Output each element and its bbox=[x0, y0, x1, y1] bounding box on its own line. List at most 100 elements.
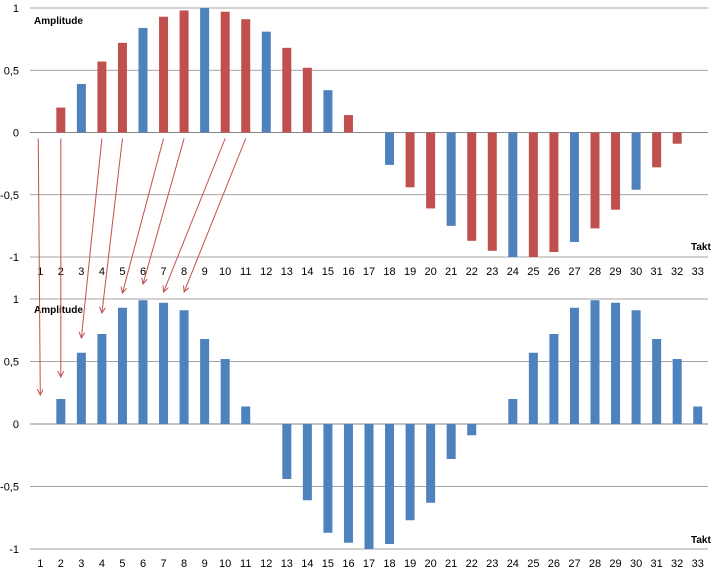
x-tick-label: 33 bbox=[692, 558, 704, 570]
bar bbox=[569, 132, 579, 243]
x-tick-label: 3 bbox=[78, 558, 84, 570]
bar bbox=[343, 115, 353, 133]
x-tick-label: 14 bbox=[301, 266, 313, 278]
bar bbox=[467, 132, 477, 241]
y-tick-label: -1 bbox=[9, 544, 19, 556]
bar bbox=[652, 132, 662, 168]
bar bbox=[672, 132, 682, 144]
y-tick-label: 1 bbox=[13, 294, 19, 306]
bar bbox=[446, 132, 456, 226]
y-tick-label: 0 bbox=[13, 128, 19, 140]
x-tick-label: 28 bbox=[589, 266, 601, 278]
bar bbox=[611, 302, 621, 424]
x-tick-label: 25 bbox=[527, 266, 539, 278]
x-tick-label: 11 bbox=[240, 266, 251, 278]
y-tick-label: 0 bbox=[13, 419, 19, 431]
bar bbox=[528, 352, 538, 424]
x-tick-label: 21 bbox=[445, 266, 457, 278]
chart-bottom-x-axis-title: Takt bbox=[691, 535, 711, 546]
x-tick-label: 3 bbox=[78, 266, 84, 278]
chart-top-y-tick-labels: -1 -0,5 0 0,5 1 bbox=[0, 3, 19, 264]
bar bbox=[302, 424, 312, 501]
y-tick-label: 0,5 bbox=[4, 65, 19, 77]
bar bbox=[693, 406, 703, 424]
x-tick-label: 22 bbox=[466, 558, 478, 570]
x-tick-label: 5 bbox=[119, 266, 125, 278]
bar bbox=[426, 132, 436, 209]
bar bbox=[528, 132, 538, 257]
bar bbox=[549, 334, 559, 424]
bar bbox=[652, 339, 662, 424]
x-tick-label: 5 bbox=[119, 558, 125, 570]
x-tick-label: 4 bbox=[99, 558, 105, 570]
x-tick-label: 22 bbox=[466, 266, 478, 278]
x-tick-label: 24 bbox=[507, 558, 519, 570]
y-tick-label: -0,5 bbox=[0, 190, 19, 202]
x-tick-label: 20 bbox=[425, 266, 437, 278]
mapping-arrow bbox=[81, 138, 103, 339]
x-tick-label: 1 bbox=[37, 266, 43, 278]
chart-top-bars bbox=[56, 8, 682, 257]
x-tick-label: 1 bbox=[37, 558, 43, 570]
x-tick-label: 26 bbox=[548, 558, 560, 570]
bar bbox=[56, 399, 66, 424]
mapping-arrow bbox=[143, 138, 185, 285]
x-tick-label: 19 bbox=[404, 558, 416, 570]
bar bbox=[590, 132, 600, 229]
x-tick-label: 6 bbox=[140, 558, 146, 570]
x-tick-label: 17 bbox=[363, 266, 375, 278]
x-tick-label: 13 bbox=[281, 266, 293, 278]
bar bbox=[179, 310, 189, 424]
y-tick-label: 1 bbox=[13, 3, 19, 15]
x-tick-label: 23 bbox=[486, 558, 498, 570]
x-tick-label: 26 bbox=[548, 266, 560, 278]
bar bbox=[405, 132, 415, 188]
y-tick-label: -1 bbox=[9, 252, 19, 264]
x-tick-label: 20 bbox=[425, 558, 437, 570]
x-tick-label: 19 bbox=[404, 266, 416, 278]
bar bbox=[467, 424, 477, 436]
bar bbox=[97, 61, 107, 133]
bar bbox=[672, 359, 682, 424]
bar bbox=[200, 339, 210, 424]
bar bbox=[549, 132, 559, 253]
chart-bottom-y-tick-labels: -1 -0,5 0 0,5 1 bbox=[0, 294, 19, 556]
mapping-arrow bbox=[102, 138, 123, 314]
x-tick-label: 31 bbox=[651, 266, 663, 278]
bar bbox=[405, 424, 415, 521]
bar bbox=[220, 359, 230, 424]
bar bbox=[200, 8, 210, 133]
x-tick-label: 7 bbox=[160, 266, 166, 278]
x-tick-label: 12 bbox=[260, 558, 272, 570]
bar bbox=[508, 132, 518, 257]
chart-top-x-tick-labels: 1234567891011121314151617181920212223242… bbox=[37, 266, 704, 278]
x-tick-label: 32 bbox=[671, 266, 683, 278]
bar bbox=[426, 424, 436, 503]
x-tick-label: 29 bbox=[609, 558, 621, 570]
x-tick-label: 15 bbox=[322, 558, 334, 570]
x-tick-label: 11 bbox=[240, 558, 251, 570]
x-tick-label: 18 bbox=[383, 558, 395, 570]
bar bbox=[56, 107, 66, 133]
mapping-arrow bbox=[164, 138, 226, 293]
y-tick-label: 0,5 bbox=[4, 357, 19, 369]
bar bbox=[282, 47, 292, 133]
x-tick-label: 8 bbox=[181, 558, 187, 570]
x-tick-label: 30 bbox=[630, 266, 642, 278]
bar bbox=[159, 16, 169, 133]
x-tick-label: 2 bbox=[58, 558, 64, 570]
chart-top-y-axis-title: Amplitude bbox=[34, 16, 83, 27]
bar bbox=[261, 31, 271, 133]
mapping-arrow bbox=[122, 138, 165, 294]
x-tick-label: 32 bbox=[671, 558, 683, 570]
x-tick-label: 10 bbox=[219, 558, 231, 570]
x-tick-label: 16 bbox=[342, 266, 354, 278]
x-tick-label: 30 bbox=[630, 558, 642, 570]
bar bbox=[282, 424, 292, 479]
x-tick-label: 27 bbox=[568, 558, 580, 570]
y-tick-label: -0,5 bbox=[0, 482, 19, 494]
x-tick-label: 8 bbox=[181, 266, 187, 278]
bar bbox=[117, 42, 127, 133]
x-tick-label: 15 bbox=[322, 266, 334, 278]
bar bbox=[179, 10, 189, 133]
